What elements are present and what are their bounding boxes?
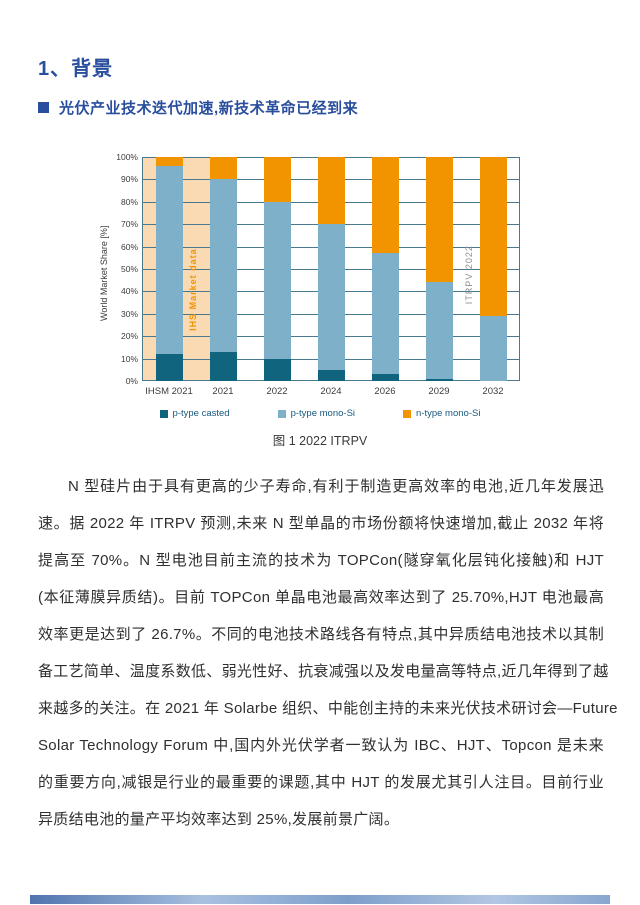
legend-swatch-icon: [159, 409, 168, 418]
y-axis-tick-label: 70%: [120, 219, 138, 230]
chart-legend: p-type casted p-type mono-Si n-type mono-S…: [95, 408, 545, 419]
bar-segment-n-type-mono-si: [317, 157, 345, 225]
bar-segment-p-type-casted: [425, 378, 453, 381]
y-axis-tick-label: 20%: [120, 331, 138, 342]
paragraph-line: 备工艺简单、温度系数低、弱光性好、抗衰减强以及发电量高等特点,近几年得到了越: [38, 663, 609, 680]
x-axis-tick-label: 2024: [320, 386, 342, 397]
bar-segment-p-type-casted: [317, 369, 345, 381]
bar-segment-p-type-mono-si: [209, 179, 237, 352]
x-axis-tick-label: 2021: [212, 386, 234, 397]
bar-segment-p-type-mono-si: [317, 224, 345, 370]
bar-segment-n-type-mono-si: [263, 157, 291, 202]
legend-swatch-icon: [277, 409, 286, 418]
bar-segment-p-type-casted: [371, 374, 399, 381]
y-axis-tick-label: 90%: [120, 174, 138, 185]
y-axis-tick-label: 30%: [120, 308, 138, 319]
x-axis-tick-label: 2029: [428, 386, 450, 397]
x-axis-tick-label: IHSM 2021: [145, 386, 193, 397]
bar-segment-p-type-mono-si: [371, 253, 399, 375]
y-axis-title: World Market Share [%]: [99, 225, 109, 321]
bar-segment-p-type-mono-si: [425, 282, 453, 379]
x-axis-tick-label: 2032: [482, 386, 504, 397]
legend-label: n-type mono-Si: [416, 408, 481, 419]
y-axis-tick-label: 100%: [116, 152, 138, 162]
y-axis-tick-label: 10%: [120, 353, 138, 364]
legend-label: p-type mono-Si: [290, 408, 356, 419]
x-axis-tick-label: 2026: [374, 386, 396, 397]
paragraph-line: 的重要方向,减银是行业的最重要的课题,其中 HJT 的发展尤其引人注目。目前行业: [38, 774, 604, 791]
x-axis-tick-label: 2022: [266, 386, 288, 397]
bar-segment-p-type-casted: [155, 354, 183, 381]
bar-segment-p-type-mono-si: [263, 201, 291, 359]
paragraph-line: Solar Technology Forum 中,国内外光伏学者一致认为 IBC…: [38, 737, 604, 754]
bar-segment-n-type-mono-si: [155, 157, 183, 166]
bar-segment-n-type-mono-si: [479, 157, 507, 317]
bar-segment-p-type-casted: [209, 351, 237, 381]
market-share-chart: 0% 10% 20% 30% 40% 50% 60% 70% 80% 90% 100% IHSM 20…: [95, 148, 545, 423]
y-axis-tick-label: 50%: [120, 264, 138, 274]
y-axis-tick-label: 0%: [125, 376, 138, 386]
y-axis-tick-label: 80%: [120, 196, 138, 207]
footer-decoration-bar: [30, 895, 610, 904]
bullet-square-icon: [38, 102, 49, 113]
legend-item: p-type casted: [159, 408, 230, 419]
paragraph-line: 速。据 2022 年 ITRPV 预测,未来 N 型单晶的市场份额将快速增加,截…: [38, 515, 604, 532]
y-axis-tick-label: 40%: [120, 286, 138, 297]
paragraph-line: 来越多的关注。在 2021 年 Solarbe 组织、中能创主持的未来光伏技术研…: [38, 700, 618, 717]
bar-segment-n-type-mono-si: [425, 157, 453, 283]
bar-segment-p-type-mono-si: [155, 165, 183, 355]
ihs-market-data-label: IHS Market data: [187, 247, 198, 331]
legend-label: p-type casted: [172, 408, 230, 419]
figure-caption: 图 1 2022 ITRPV: [272, 434, 368, 448]
paragraph-line: N 型硅片由于具有更高的少子寿命,有利于制造更高效率的电池,近几年发展迅: [68, 478, 604, 495]
legend-item: n-type mono-Si: [403, 408, 480, 419]
subtitle-bullet-row: 光伏产业技术迭代加速,新技术革命已经到来: [38, 97, 358, 118]
subtitle-text: 光伏产业技术迭代加速,新技术革命已经到来: [59, 100, 359, 117]
legend-item: p-type mono-Si: [277, 408, 356, 419]
bar-segment-n-type-mono-si: [209, 157, 237, 180]
bar-segment-n-type-mono-si: [371, 157, 399, 254]
paragraph-line: 效率更是达到了 26.7%。不同的电池技术路线各有特点,其中异质结电池技术以其制: [38, 626, 604, 643]
legend-swatch-icon: [403, 409, 412, 418]
itrpv-2022-label: ITRPV 2022: [464, 245, 475, 305]
paragraph-line: 异质结电池的量产平均效率达到 25%,发展前景广阔。: [38, 811, 400, 828]
bar-segment-p-type-casted: [263, 358, 291, 381]
bar-segment-p-type-mono-si: [479, 316, 507, 381]
paragraph-line: (本征薄膜异质结)。目前 TOPCon 单晶电池最高效率达到了 25.70%,H…: [38, 589, 604, 606]
section-title: 1、背景: [38, 58, 114, 80]
body-paragraph: N 型硅片由于具有更高的少子寿命,有利于制造更高效率的电池,近几年发展迅速。据 …: [38, 468, 618, 838]
y-axis-tick-label: 60%: [120, 241, 138, 252]
paragraph-line: 提高至 70%。N 型电池目前主流的技术为 TOPCon(隧穿氧化层钝化接触)和…: [38, 552, 604, 569]
